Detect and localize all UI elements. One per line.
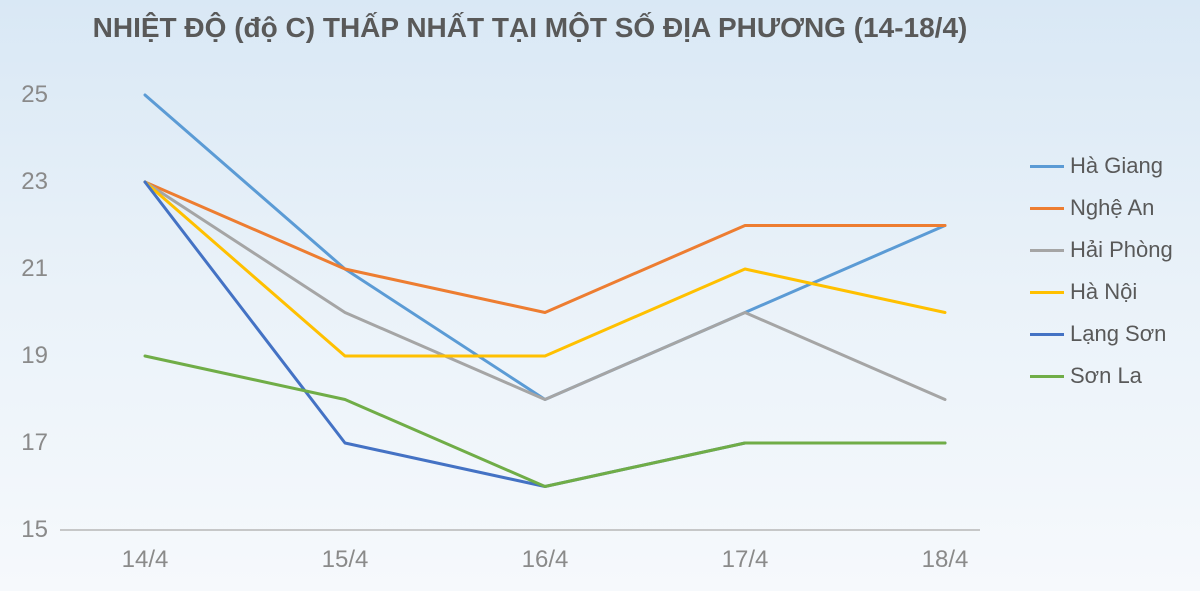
legend-label: Hà Giang	[1070, 153, 1163, 179]
legend-swatch	[1030, 375, 1064, 378]
series-line-5	[145, 356, 945, 487]
series-line-0	[145, 95, 945, 400]
x-tick-label: 16/4	[522, 546, 569, 574]
y-tick-label: 25	[8, 81, 48, 109]
legend-item: Hải Phòng	[1030, 229, 1173, 271]
legend-label: Sơn La	[1070, 363, 1142, 389]
x-tick-label: 18/4	[922, 546, 969, 574]
legend-item: Hà Nội	[1030, 271, 1173, 313]
chart-legend: Hà Giang Nghệ An Hải Phòng Hà Nội Lạng Sơn Sơ…	[1030, 145, 1173, 397]
series-line-4	[145, 182, 945, 487]
plot-area	[0, 0, 1200, 591]
y-tick-label: 15	[8, 516, 48, 544]
legend-label: Hà Nội	[1070, 279, 1137, 305]
series-line-2	[145, 182, 945, 400]
legend-label: Nghệ An	[1070, 195, 1154, 221]
legend-swatch	[1030, 207, 1064, 210]
legend-item: Hà Giang	[1030, 145, 1173, 187]
y-tick-label: 17	[8, 429, 48, 457]
legend-swatch	[1030, 291, 1064, 294]
y-tick-label: 21	[8, 255, 48, 283]
series-line-1	[145, 182, 945, 313]
legend-swatch	[1030, 333, 1064, 336]
series-line-3	[145, 182, 945, 356]
temperature-line-chart: NHIỆT ĐỘ (độ C) THẤP NHẤT TẠI MỘT SỐ ĐỊA…	[0, 0, 1200, 591]
legend-item: Sơn La	[1030, 355, 1173, 397]
legend-swatch	[1030, 165, 1064, 168]
x-tick-label: 14/4	[122, 546, 169, 574]
legend-swatch	[1030, 249, 1064, 252]
legend-item: Lạng Sơn	[1030, 313, 1173, 355]
x-tick-label: 17/4	[722, 546, 769, 574]
y-tick-label: 19	[8, 342, 48, 370]
y-tick-label: 23	[8, 168, 48, 196]
legend-label: Lạng Sơn	[1070, 321, 1166, 347]
x-tick-label: 15/4	[322, 546, 369, 574]
legend-label: Hải Phòng	[1070, 237, 1173, 263]
legend-item: Nghệ An	[1030, 187, 1173, 229]
